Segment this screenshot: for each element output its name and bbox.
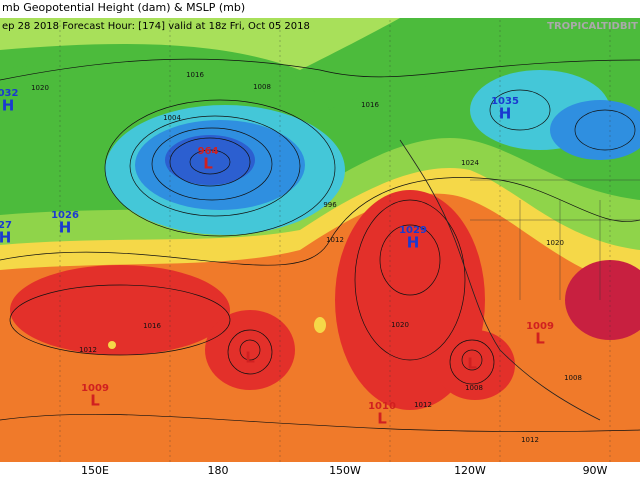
center-value: 27	[0, 220, 12, 231]
isobar-label: 996	[323, 201, 337, 209]
isobar-label: 1012	[79, 346, 97, 354]
longitude-label: 150W	[329, 464, 361, 477]
isobars	[0, 58, 640, 432]
center-symbol: L	[245, 349, 255, 367]
longitude-label: 150E	[81, 464, 109, 477]
center-value: 1010	[368, 401, 396, 412]
center-value: 1009	[526, 321, 554, 332]
title: mb Geopotential Height (dam) & MSLP (mb)	[2, 1, 245, 14]
center-symbol: H	[2, 97, 15, 115]
center-value: 1026	[51, 210, 79, 221]
coastlines	[59, 18, 640, 462]
center-value: 032	[0, 88, 18, 99]
isobar-label: 1012	[326, 236, 344, 244]
isobar-label: 1008	[564, 374, 582, 382]
isobar-label: 1004	[163, 114, 181, 122]
longitude-label: 120W	[454, 464, 486, 477]
isobar-label: 1012	[414, 401, 432, 409]
center-symbol: H	[407, 234, 420, 252]
center-symbol: L	[377, 410, 387, 428]
center-symbol: H	[499, 105, 512, 123]
center-value: 1029	[399, 225, 427, 236]
center-symbol: L	[467, 355, 477, 373]
run-info: ep 28 2018 Forecast Hour: [174] valid at…	[2, 21, 310, 32]
isobar-label: 1020	[31, 84, 49, 92]
footer-bar	[0, 462, 640, 480]
isobar-label: 1016	[143, 322, 161, 330]
isobar-label: 1020	[546, 239, 564, 247]
isobar-label: 1012	[521, 436, 539, 444]
center-symbol: L	[90, 392, 100, 410]
center-value: 1009	[81, 383, 109, 394]
longitude-label: 90W	[583, 464, 608, 477]
isobar-label: 1016	[186, 71, 204, 79]
isobar-label: 1016	[361, 101, 379, 109]
isobar-label: 1020	[391, 321, 409, 329]
longitude-label: 180	[208, 464, 229, 477]
watermark: TROPICALTIDBIT	[547, 21, 638, 32]
center-value: 964	[198, 146, 219, 157]
center-symbol: L	[535, 330, 545, 348]
center-value: 1035	[491, 96, 519, 107]
isobar-label: 1024	[461, 159, 479, 167]
isobar-label: 1008	[465, 384, 483, 392]
center-symbol: H	[59, 219, 72, 237]
isobar-label: 1008	[253, 83, 271, 91]
center-symbol: H	[0, 229, 11, 247]
center-symbol: L	[203, 155, 213, 173]
header-bar	[0, 0, 640, 18]
